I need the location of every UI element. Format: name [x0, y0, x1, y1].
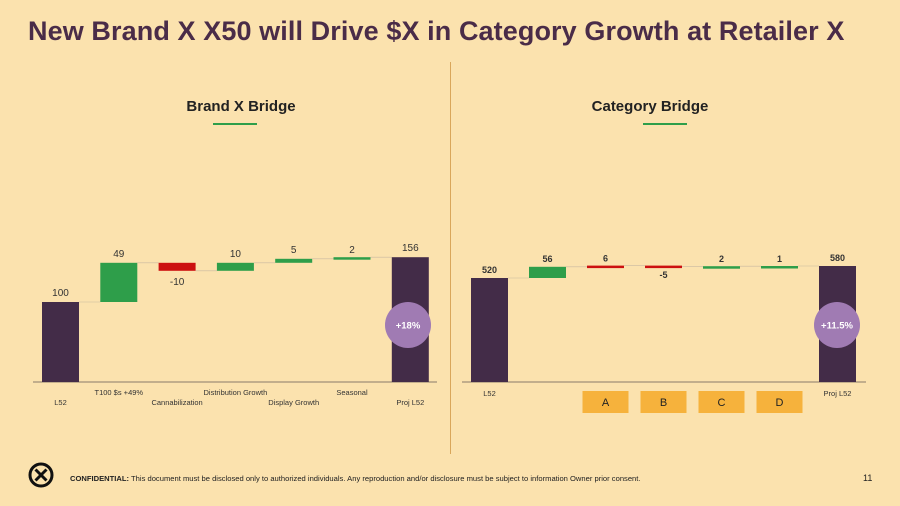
category-box [756, 391, 803, 413]
category-box [698, 391, 745, 413]
brand-value-label: 49 [113, 249, 125, 260]
category-value-label: -5 [659, 270, 667, 280]
brand-bar [100, 262, 138, 302]
category-value-label: 580 [830, 253, 845, 263]
category-category-label: Proj L52 [824, 389, 852, 398]
category-bar [587, 265, 624, 269]
brand-value-label: -10 [170, 277, 185, 288]
category-bar [529, 266, 566, 278]
category-bar [645, 265, 682, 269]
brand-category-label: Cannabilization [151, 398, 202, 407]
confidential-text: This document must be disclosed only to … [129, 474, 641, 483]
brand-category-label: L52 [54, 398, 67, 407]
confidential-label: CONFIDENTIAL: [70, 474, 130, 483]
brand-value-label: 5 [291, 245, 297, 256]
brand-category-label: Seasonal [336, 388, 368, 397]
category-value-label: 2 [719, 254, 724, 264]
category-growth-badge [814, 302, 860, 348]
category-value-label: 1 [777, 254, 782, 264]
brand-category-label: Distribution Growth [204, 388, 268, 397]
brand-value-label: 2 [349, 245, 355, 256]
brand-bridge-title-underline [213, 123, 257, 125]
category-value-label: 520 [482, 265, 497, 275]
category-bar [471, 278, 508, 382]
category-bar [761, 266, 798, 269]
category-box-label: A [602, 397, 610, 409]
brand-category-label: T100 $s +49% [95, 388, 144, 397]
page-title: New Brand X X50 will Drive $X in Categor… [28, 16, 845, 46]
brand-bar [216, 262, 254, 271]
brand-bar [275, 258, 313, 263]
brand-category-label: Display Growth [268, 398, 319, 407]
brand-value-label: 100 [52, 288, 69, 299]
category-bar [703, 266, 740, 269]
brand-bridge-title: Brand X Bridge [186, 98, 296, 115]
category-bridge-title-underline [643, 123, 687, 125]
category-value-label: 56 [542, 254, 552, 264]
page-number: 11 [863, 473, 873, 483]
category-value-label: 6 [603, 254, 608, 264]
category-box-label: D [776, 397, 784, 409]
brand-growth-badge-label: +18% [396, 321, 421, 332]
confidential-notice: CONFIDENTIAL: This document must be disc… [70, 474, 641, 483]
brand-growth-badge [385, 302, 431, 348]
chart-divider [450, 62, 451, 454]
brand-bar [158, 262, 196, 271]
brand-category-label: Proj L52 [396, 398, 424, 407]
category-box-label: B [660, 397, 667, 409]
category-bridge-title: Category Bridge [591, 98, 709, 115]
brand-bar [42, 302, 79, 382]
category-box-label: C [718, 397, 726, 409]
brand-value-label: 156 [402, 243, 419, 254]
circled-x-icon [28, 462, 54, 488]
category-category-label: L52 [483, 389, 496, 398]
brand-value-label: 10 [230, 249, 242, 260]
brand-bar [333, 257, 371, 260]
category-box [582, 391, 629, 413]
category-box [640, 391, 687, 413]
category-growth-badge-label: +11.5% [821, 321, 854, 332]
